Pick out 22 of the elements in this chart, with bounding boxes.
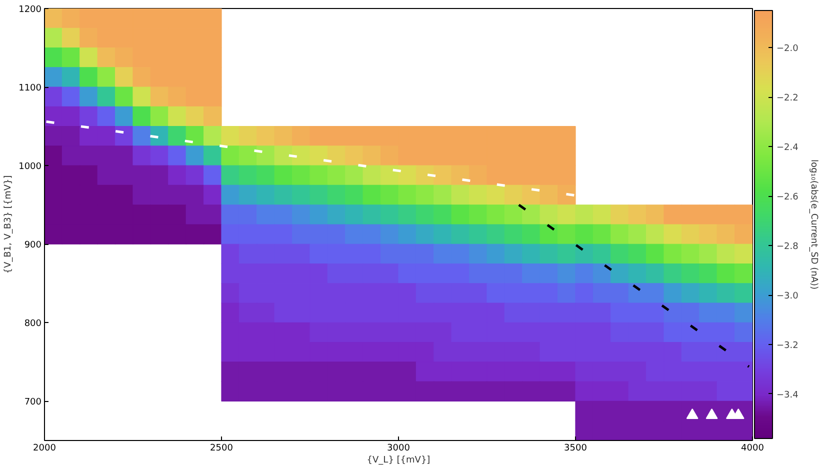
x-tick-label: 3000	[387, 444, 410, 454]
color-bar-label: −2.2	[776, 94, 798, 104]
x-axis-title: {V_L} [{mV}]	[366, 456, 430, 466]
color-bar-label: −2.0	[776, 44, 799, 54]
x-tick-label: 4000	[741, 444, 764, 454]
color-bar-label: −3.0	[776, 292, 799, 302]
color-bar-label: −2.6	[776, 192, 799, 203]
y-tick-label: 1100	[18, 84, 42, 94]
y-tick-label: 1200	[18, 5, 42, 15]
color-bar-label: −3.4	[776, 390, 799, 400]
x-tick-label: 3500	[564, 444, 588, 454]
x-tick-label: 2000	[33, 444, 56, 454]
color-bar-label: −2.8	[776, 242, 799, 252]
y-tick-label: 900	[24, 240, 42, 251]
y-axis-title: {V_B1, V_B3} [{mV}]	[4, 175, 14, 274]
y-tick-label: 700	[24, 398, 42, 408]
y-tick-label: 800	[24, 319, 42, 330]
color-bar-label: −3.2	[776, 340, 798, 351]
color-bar-label: −2.4	[776, 143, 799, 154]
color-bar-title: log₁₀(abs(e_Current_SD (nA))	[808, 159, 818, 290]
x-tick-label: 2500	[210, 444, 234, 454]
y-tick-label: 1000	[18, 162, 42, 172]
